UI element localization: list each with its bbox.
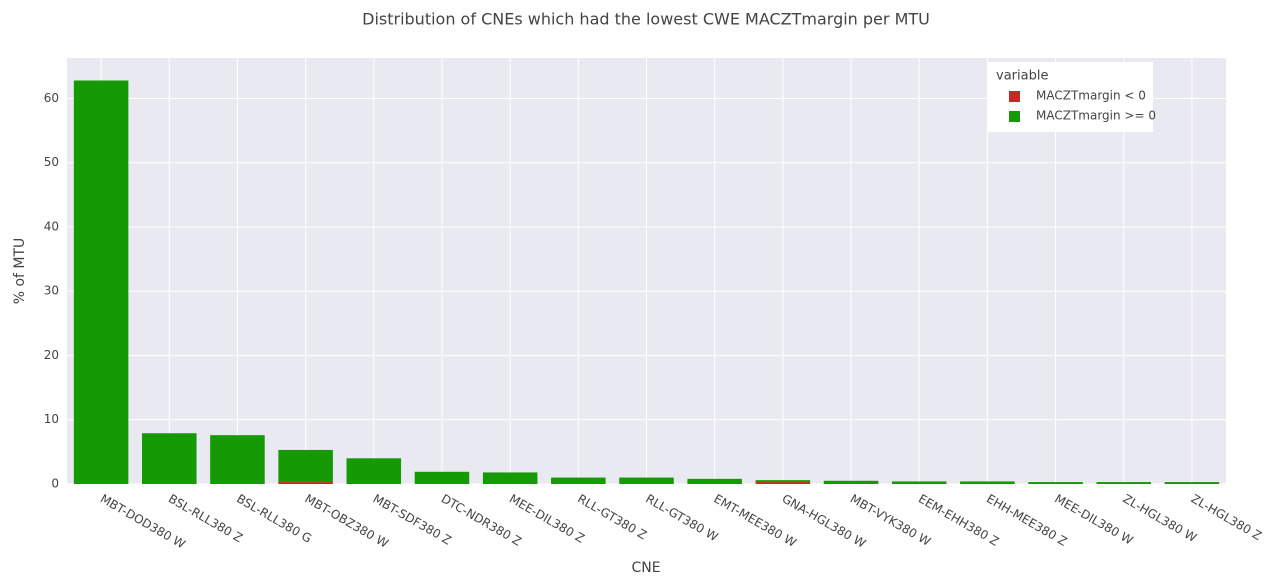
y-tick-label: 0 [51,477,59,491]
bar [414,471,470,484]
x-tick-label: ZL-HGL380 Z [1189,492,1264,544]
bars [73,80,1220,485]
bar [278,482,333,484]
chart-title: Distribution of CNEs which had the lowes… [362,10,930,29]
bar [960,481,1015,484]
x-tick-label: RLL-GT380 W [643,492,720,545]
x-tick-label: BSL-RLL380 G [234,492,314,546]
bar [346,458,402,484]
y-tick-label: 30 [44,284,59,298]
grid [67,58,1226,485]
legend-swatch [1009,111,1020,122]
y-tick-label: 50 [44,155,59,169]
legend: variable MACZTmargin < 0 MACZTmargin >= 0 [988,62,1156,132]
y-tick-label: 20 [44,348,59,362]
legend-swatch [1009,91,1020,102]
y-tick-label: 10 [44,412,59,426]
bar [1096,482,1152,484]
bar [482,472,538,484]
bar [891,481,947,484]
bar [551,477,606,484]
bar [755,480,811,483]
y-tick-label: 60 [44,91,59,105]
y-tick-label: 40 [44,219,59,233]
legend-title: variable [996,69,1048,84]
bar [823,480,879,484]
bar [210,435,265,484]
bar [141,433,197,484]
legend-label: MACZTmargin >= 0 [1036,109,1156,123]
bar [73,80,129,485]
bar [278,449,333,483]
bar [687,478,742,484]
y-axis-title: % of MTU [12,238,28,305]
bar [619,477,674,484]
bar [1028,482,1083,484]
x-axis-title: CNE [631,560,660,576]
bar [755,482,811,484]
bar [1164,482,1220,484]
legend-label: MACZTmargin < 0 [1036,89,1146,103]
